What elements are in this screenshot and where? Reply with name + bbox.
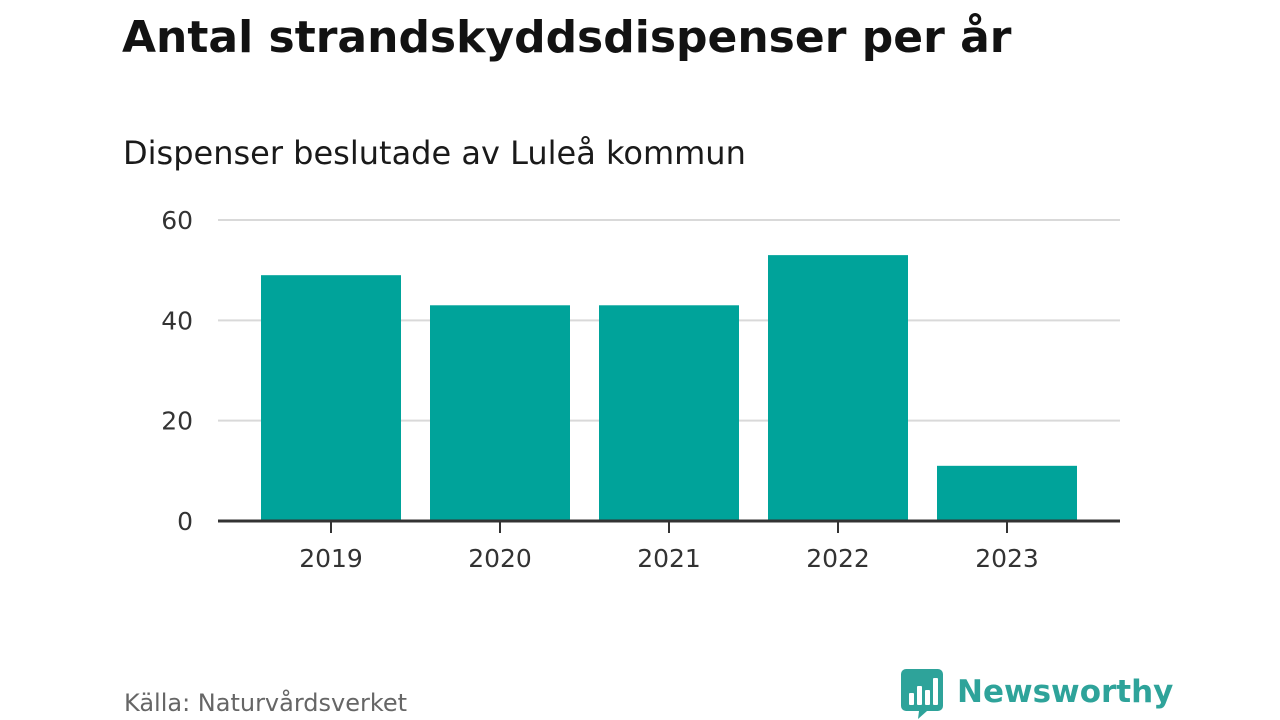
bar-2021 [599, 305, 739, 521]
x-axis-tick-labels: 2019 2020 2021 2022 2023 [299, 544, 1039, 573]
brand-logo: Newsworthy [901, 669, 1173, 719]
bar-2020 [430, 305, 570, 521]
y-tick-label: 40 [161, 306, 193, 335]
x-tick-label-2019: 2019 [299, 544, 363, 573]
y-axis-tick-labels: 0 20 40 60 [161, 206, 193, 536]
x-tick-label-2023: 2023 [975, 544, 1039, 573]
chart-title: Antal strandskyddsdispenser per år [122, 12, 1012, 63]
chart-subtitle: Dispenser beslutade av Luleå kommun [123, 134, 746, 172]
source-note: Källa: Naturvårdsverket [124, 689, 408, 717]
bar-2023 [937, 465, 1077, 521]
x-axis-ticks [330, 521, 1008, 533]
x-tick-label-2022: 2022 [806, 544, 870, 573]
brand-name: Newsworthy [957, 674, 1174, 710]
bar-2022 [768, 255, 908, 521]
y-tick-label: 20 [161, 407, 193, 436]
x-tick-label-2021: 2021 [637, 544, 701, 573]
bar-chart-speech-bubble-icon [901, 669, 943, 719]
x-tick-label-2020: 2020 [468, 544, 532, 573]
y-tick-label: 60 [161, 206, 193, 235]
bar-2019 [261, 275, 401, 521]
bars [261, 255, 1077, 521]
y-tick-label: 0 [177, 507, 193, 536]
